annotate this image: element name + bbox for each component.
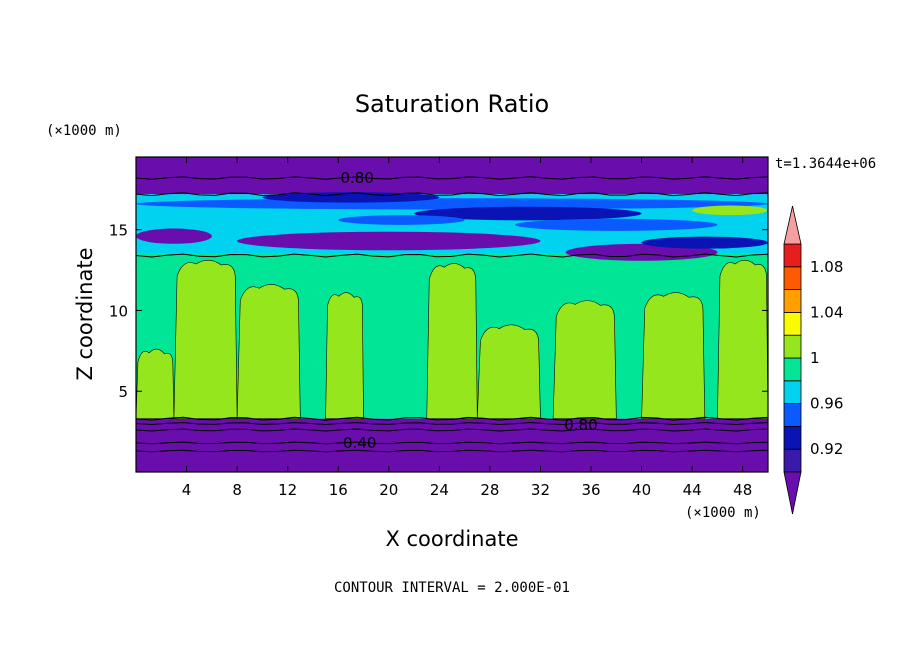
x-axis-ticks: 4 8 12 16 20 24 28 32 36 40 44 48 (182, 157, 752, 499)
x-tick-label: 32 (531, 481, 550, 499)
x-tick-label: 28 (480, 481, 499, 499)
upper-layer-streak (641, 236, 768, 249)
colorbar-segment (783, 243, 802, 268)
x-tick-label: 16 (329, 481, 348, 499)
contour-lines (136, 176, 768, 453)
x-tick-label: 36 (581, 481, 600, 499)
surface-layer-band (136, 418, 768, 472)
plume-region (236, 284, 301, 419)
contour-field (136, 157, 768, 472)
contour-line (136, 416, 768, 421)
colorbar-level-label: 1 (810, 349, 820, 367)
y-tick-label: 10 (109, 302, 128, 320)
x-tick-label: 12 (278, 481, 297, 499)
contour-line (136, 422, 768, 426)
upper-layer-streak (692, 205, 768, 216)
y-tick-label: 5 (118, 383, 128, 401)
colorbar-level-label: 0.96 (810, 395, 843, 413)
x-tick-label: 44 (683, 481, 702, 499)
colorbar-segment (783, 334, 802, 359)
plume-region (136, 348, 175, 419)
plume-region (426, 263, 478, 419)
y-axis-label: Z coordinate (73, 247, 97, 380)
contour-label: 0.40 (343, 434, 376, 452)
contour-interval-note: CONTOUR INTERVAL = 2.000E-01 (334, 580, 570, 596)
plume-region (325, 292, 364, 419)
contour-line (136, 192, 768, 197)
upper-layer-streak (515, 218, 718, 231)
x-tick-label: 8 (232, 481, 242, 499)
contour-label: 0.80 (340, 169, 373, 187)
contour-line (136, 449, 768, 453)
contour-line (136, 253, 768, 258)
colorbar-level-label: 0.92 (810, 440, 843, 458)
colorbar-segment (783, 357, 802, 382)
colorbar-segment (783, 403, 802, 427)
x-tick-label: 40 (632, 481, 651, 499)
upper-layer-streak (136, 228, 212, 244)
contour-line (136, 428, 768, 432)
colorbar-level-label: 1.08 (810, 258, 843, 276)
y-tick-label: 15 (109, 222, 128, 240)
chart-title: Saturation Ratio (355, 90, 549, 118)
y-unit-label: (×1000 m) (46, 123, 122, 139)
contour-line (136, 176, 768, 180)
plume-region (552, 300, 617, 419)
plume-region (173, 259, 238, 419)
x-tick-label: 24 (430, 481, 449, 499)
colorbar-segment (783, 266, 802, 290)
colorbar-level-label: 1.04 (810, 303, 843, 321)
y-axis-ticks: 5 10 15 (109, 222, 768, 401)
contour-line (136, 441, 768, 445)
x-tick-label: 20 (379, 481, 398, 499)
colorbar-segment (783, 425, 802, 450)
plot-frame (135, 156, 769, 473)
x-unit-label: (×1000 m) (685, 505, 761, 521)
upper-layer-streak (414, 206, 642, 221)
colorbar-segment (783, 380, 802, 404)
contour-labels: 0.80 0.80 0.40 (340, 169, 597, 452)
colorbar-segment (783, 289, 802, 313)
contour-label: 0.80 (564, 416, 597, 434)
colorbar-segment (783, 448, 802, 473)
upper-layer-streak (237, 231, 541, 251)
colorbar: 0.92 0.96 1 1.04 1.08 (783, 205, 843, 515)
plume-region (476, 324, 541, 419)
top-layer-band (136, 157, 768, 195)
upper-layer-streak (338, 215, 465, 225)
colorbar-under-triangle (783, 471, 802, 515)
upper-layer-streak (136, 198, 768, 210)
colorbar-segment (783, 311, 802, 336)
x-tick-label: 48 (733, 481, 752, 499)
colorbar-over-triangle (783, 205, 802, 245)
x-tick-label: 4 (182, 481, 192, 499)
plume-region (641, 292, 706, 419)
plume-region (717, 259, 768, 419)
x-axis-label: X coordinate (385, 527, 518, 551)
time-label: t=1.3644e+06 (775, 156, 876, 172)
